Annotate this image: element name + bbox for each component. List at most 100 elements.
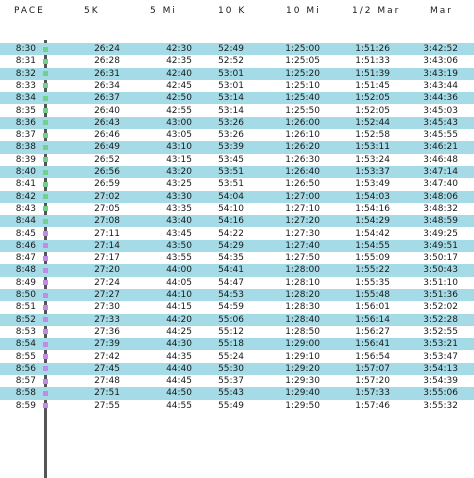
time-5mi-cell: 44:40 — [166, 363, 192, 374]
time-10mi-cell: 1:29:30 — [285, 376, 320, 387]
time-10k-cell: 53:39 — [218, 142, 244, 153]
time-half-cell: 1:52:05 — [355, 93, 390, 104]
time-5mi-cell: 44:55 — [166, 400, 192, 411]
time-10k-cell: 52:49 — [218, 44, 244, 54]
time-5mi-cell: 44:50 — [166, 388, 192, 399]
time-10mi-cell: 1:25:40 — [285, 93, 320, 104]
pace-cell: 8:39 — [15, 154, 36, 165]
pace-cell: 8:37 — [15, 130, 36, 141]
time-5mi-cell: 43:05 — [166, 130, 192, 141]
time-5k-cell: 26:56 — [94, 167, 120, 177]
time-10k-cell: 53:51 — [218, 179, 244, 190]
pace-cell: 8:41 — [15, 179, 36, 190]
header-5k: 5K — [84, 6, 100, 16]
time-5mi-cell: 42:55 — [166, 105, 192, 116]
time-10k-cell: 55:06 — [218, 314, 244, 325]
time-5mi-cell: 44:30 — [166, 339, 192, 350]
time-half-cell: 1:57:20 — [355, 376, 390, 387]
time-mar-cell: 3:45:55 — [423, 130, 458, 141]
time-5k-cell: 27:55 — [94, 400, 120, 411]
pace-marker — [43, 169, 48, 175]
time-10mi-cell: 1:27:00 — [285, 191, 320, 202]
pace-cell: 8:47 — [15, 253, 36, 264]
time-10mi-cell: 1:25:20 — [285, 68, 320, 79]
time-mar-cell: 3:53:47 — [423, 351, 458, 362]
time-half-cell: 1:53:49 — [355, 179, 390, 190]
time-5k-cell: 26:28 — [94, 56, 120, 67]
time-half-cell: 1:54:16 — [355, 203, 390, 214]
time-10k-cell: 54:41 — [218, 265, 244, 276]
table-row: 8:38 26:49 43:10 53:39 1:26:20 1:53:11 3:46:21 — [0, 141, 474, 154]
time-mar-cell: 3:45:03 — [423, 105, 458, 116]
time-half-cell: 1:53:11 — [355, 142, 390, 153]
time-mar-cell: 3:53:21 — [423, 339, 458, 350]
time-10mi-cell: 1:28:20 — [285, 290, 320, 300]
time-10k-cell: 53:45 — [218, 154, 244, 165]
time-mar-cell: 3:55:32 — [423, 400, 458, 411]
time-mar-cell: 3:51:10 — [423, 277, 458, 288]
time-5k-cell: 27:24 — [94, 277, 120, 288]
time-5mi-cell: 44:25 — [166, 326, 192, 337]
time-mar-cell: 3:54:13 — [423, 363, 458, 374]
time-10mi-cell: 1:28:10 — [285, 277, 320, 288]
time-5mi-cell: 44:10 — [166, 290, 192, 300]
time-5k-cell: 27:08 — [94, 216, 120, 227]
time-5mi-cell: 43:25 — [166, 179, 192, 190]
pace-marker — [43, 390, 48, 396]
pace-cell: 8:55 — [15, 351, 36, 362]
header-5mi: 5 Mi — [150, 6, 177, 16]
time-5mi-cell: 42:50 — [166, 93, 192, 104]
pace-cell: 8:49 — [15, 277, 36, 288]
pace-marker — [43, 144, 48, 150]
time-5mi-cell: 43:40 — [166, 216, 192, 227]
time-half-cell: 1:53:37 — [355, 167, 390, 177]
time-mar-cell: 3:46:48 — [423, 154, 458, 165]
time-half-cell: 1:57:33 — [355, 388, 390, 399]
time-10k-cell: 53:14 — [218, 105, 244, 116]
time-10k-cell: 54:47 — [218, 277, 244, 288]
pace-cell: 8:30 — [15, 44, 36, 54]
table-row: 8:35 26:40 42:55 53:14 1:25:50 1:52:05 3:45:03 — [0, 105, 474, 117]
pace-cell: 8:38 — [15, 142, 36, 153]
pace-marker — [43, 132, 48, 138]
time-mar-cell: 3:49:25 — [423, 228, 458, 239]
pace-cell: 8:54 — [15, 339, 36, 350]
time-mar-cell: 3:50:17 — [423, 253, 458, 264]
pace-marker — [43, 366, 48, 372]
pace-cell: 8:35 — [15, 105, 36, 116]
time-10k-cell: 55:49 — [218, 400, 244, 411]
pace-cell: 8:43 — [15, 203, 36, 214]
pace-marker — [43, 403, 48, 409]
time-5k-cell: 27:02 — [94, 191, 120, 202]
pace-cell: 8:52 — [15, 314, 36, 325]
pace-marker — [43, 58, 48, 64]
time-10mi-cell: 1:26:20 — [285, 142, 320, 153]
time-mar-cell: 3:52:55 — [423, 326, 458, 337]
time-mar-cell: 3:45:43 — [423, 117, 458, 128]
time-5mi-cell: 42:45 — [166, 80, 192, 91]
time-5mi-cell: 42:30 — [166, 44, 192, 54]
time-5k-cell: 26:24 — [94, 44, 120, 54]
table-row: 8:47 27:17 43:55 54:35 1:27:50 1:55:09 3:50:17 — [0, 252, 474, 264]
time-5k-cell: 27:42 — [94, 351, 120, 362]
pace-cell: 8:51 — [15, 302, 36, 313]
pace-cell: 8:56 — [15, 363, 36, 374]
table-row: 8:57 27:48 44:45 55:37 1:29:30 1:57:20 3:54:39 — [0, 375, 474, 387]
pace-marker — [43, 280, 48, 286]
time-5k-cell: 27:51 — [94, 388, 120, 399]
time-half-cell: 1:54:55 — [355, 240, 390, 251]
pace-cell: 8:48 — [15, 265, 36, 276]
time-5k-cell: 27:17 — [94, 253, 120, 264]
pace-cell: 8:59 — [15, 400, 36, 411]
table-row: 8:58 27:51 44:50 55:43 1:29:40 1:57:33 3:55:06 — [0, 387, 474, 400]
time-half-cell: 1:54:42 — [355, 228, 390, 239]
time-5k-cell: 26:31 — [94, 68, 120, 79]
header-half-marathon: 1/2 Mar — [352, 6, 401, 16]
time-mar-cell: 3:47:40 — [423, 179, 458, 190]
time-10k-cell: 55:18 — [218, 339, 244, 350]
time-10mi-cell: 1:26:30 — [285, 154, 320, 165]
time-10mi-cell: 1:29:50 — [285, 400, 320, 411]
time-5k-cell: 27:30 — [94, 302, 120, 313]
table-row: 8:53 27:36 44:25 55:12 1:28:50 1:56:27 3:52:55 — [0, 326, 474, 338]
time-5k-cell: 26:59 — [94, 179, 120, 190]
